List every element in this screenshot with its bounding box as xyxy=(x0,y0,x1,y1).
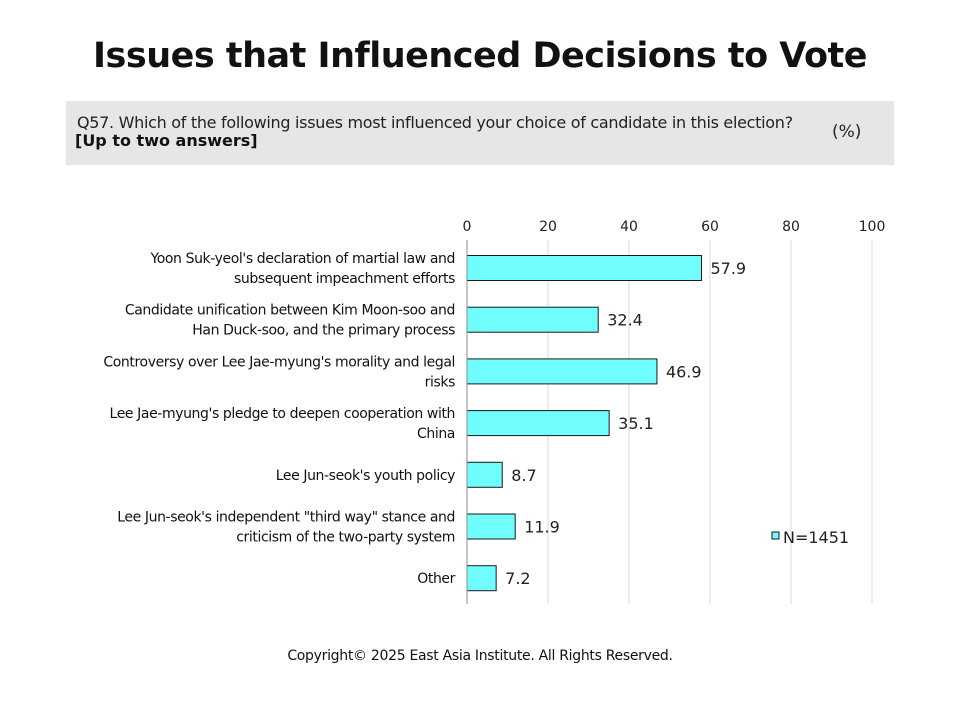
bar xyxy=(466,306,599,333)
data-label: 46.9 xyxy=(666,362,702,381)
data-label: 11.9 xyxy=(524,518,560,537)
x-tick-label: 100 xyxy=(859,219,886,235)
x-tick-label: 60 xyxy=(701,219,719,235)
category-label: Han Duck-soo, and the primary process xyxy=(192,323,455,339)
category-label: Yoon Suk-yeol's declaration of martial l… xyxy=(149,251,455,267)
data-label: 8.7 xyxy=(511,466,536,485)
category-label: Other xyxy=(417,571,455,587)
unit-label: (%) xyxy=(832,122,862,142)
x-tick-label: 40 xyxy=(620,219,638,235)
answers-note: [Up to two answers] xyxy=(75,131,258,150)
x-tick-label: 20 xyxy=(539,219,557,235)
category-label: Lee Jun-seok's independent "third way" s… xyxy=(117,510,455,526)
bar xyxy=(466,410,610,437)
category-label: Candidate unification between Kim Moon-s… xyxy=(125,303,455,319)
chart-title: Issues that Influenced Decisions to Vote xyxy=(93,36,868,76)
x-tick-label: 80 xyxy=(782,219,800,235)
x-tick-label: 0 xyxy=(463,219,472,235)
bar xyxy=(466,461,503,488)
category-label: Controversy over Lee Jae-myung's moralit… xyxy=(103,354,455,370)
copyright-footer: Copyright© 2025 East Asia Institute. All… xyxy=(287,648,673,664)
data-label: 32.4 xyxy=(607,311,643,330)
data-label: 57.9 xyxy=(710,259,746,278)
bar xyxy=(466,565,497,592)
category-label: risks xyxy=(425,374,455,390)
data-label: 35.1 xyxy=(618,414,654,433)
legend-label: N=1451 xyxy=(783,528,849,547)
legend-swatch xyxy=(771,531,780,540)
category-label: China xyxy=(417,426,455,442)
bar xyxy=(466,513,516,540)
category-label: Lee Jun-seok's youth policy xyxy=(276,468,455,484)
question-box xyxy=(66,101,894,165)
bar xyxy=(466,358,658,385)
category-label: criticism of the two-party system xyxy=(236,530,455,546)
bar xyxy=(466,255,702,281)
category-label: Lee Jae-myung's pledge to deepen coopera… xyxy=(110,406,455,422)
category-label: subsequent impeachment efforts xyxy=(234,271,455,287)
question-text: Q57. Which of the following issues most … xyxy=(77,113,793,132)
data-label: 7.2 xyxy=(505,569,530,588)
